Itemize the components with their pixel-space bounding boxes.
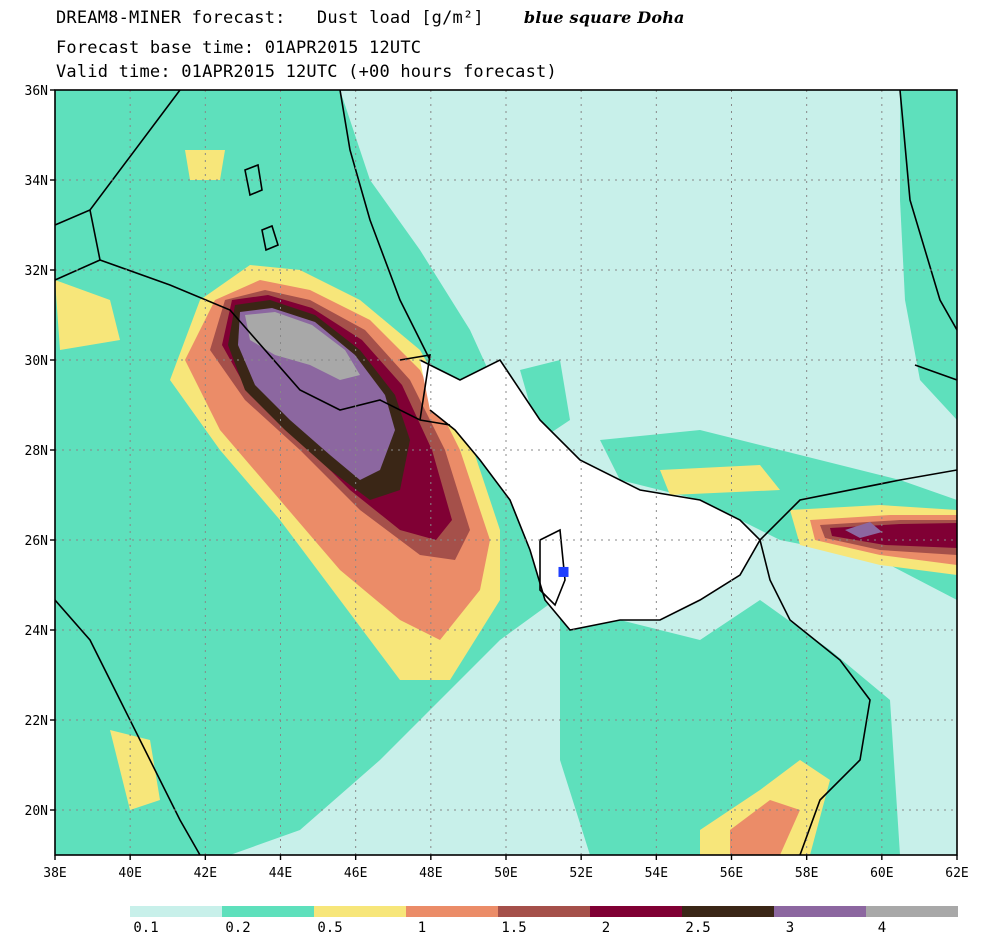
lat-tick-label: 36N bbox=[25, 84, 48, 99]
lon-tick-label: 50E bbox=[494, 866, 517, 881]
colorbar-swatch bbox=[130, 906, 222, 917]
lat-tick-label: 26N bbox=[25, 534, 48, 549]
colorbar-swatch bbox=[682, 906, 774, 917]
lat-tick-label: 20N bbox=[25, 804, 48, 819]
border-kuwait bbox=[399, 354, 431, 421]
model-name: DREAM8-MINER forecast: bbox=[56, 8, 286, 28]
colorbar-level-label: 0.2 bbox=[225, 920, 251, 936]
colorbar-level-label: 1.5 bbox=[501, 920, 527, 936]
border-iran-pakistan bbox=[899, 90, 957, 331]
marker-note: blue square Doha bbox=[523, 8, 685, 27]
colorbar-level-label: 0.1 bbox=[133, 920, 159, 936]
border-iraq-iran bbox=[339, 90, 431, 361]
colorbar-swatch bbox=[498, 906, 590, 917]
dust-level-4-area bbox=[245, 312, 360, 380]
valid-time-line: Valid time: 01APR2015 12UTC (+00 hours f… bbox=[56, 62, 557, 82]
colorbar-swatch bbox=[314, 906, 406, 917]
colorbar bbox=[130, 906, 958, 917]
qatar-peninsula bbox=[539, 528, 566, 607]
iran-coastline bbox=[759, 469, 957, 541]
colorbar-level-label: 1 bbox=[417, 920, 427, 936]
gulf-coastline bbox=[419, 358, 761, 631]
border-jordan bbox=[89, 209, 101, 261]
colorbar-level-label: 2.5 bbox=[685, 920, 711, 936]
doha-marker bbox=[558, 566, 569, 577]
colorbar-level-label: 0.5 bbox=[317, 920, 343, 936]
lon-tick-label: 60E bbox=[870, 866, 893, 881]
lat-tick-label: 34N bbox=[25, 174, 48, 189]
border-iraq-saudi bbox=[55, 259, 451, 426]
persian-gulf bbox=[420, 360, 760, 630]
axis-ticks bbox=[50, 89, 958, 860]
lon-tick-label: 58E bbox=[795, 866, 818, 881]
graticule bbox=[55, 90, 957, 855]
colorbar-level-label: 2 bbox=[601, 920, 611, 936]
arabia-sea-coastline bbox=[759, 539, 871, 855]
lat-tick-label: 30N bbox=[25, 354, 48, 369]
colorbar-level-label: 3 bbox=[785, 920, 795, 936]
base-time-line: Forecast base time: 01APR2015 12UTC bbox=[56, 38, 422, 58]
lat-tick-label: 22N bbox=[25, 714, 48, 729]
lat-tick-label: 32N bbox=[25, 264, 48, 279]
lon-tick-label: 48E bbox=[419, 866, 442, 881]
coastlines-borders bbox=[55, 90, 957, 855]
colorbar-swatch bbox=[406, 906, 498, 917]
lon-tick-label: 56E bbox=[720, 866, 743, 881]
colorbar-swatch bbox=[222, 906, 314, 917]
red-sea-coastline bbox=[55, 599, 201, 855]
colorbar-swatch bbox=[866, 906, 958, 917]
lat-tick-label: 28N bbox=[25, 444, 48, 459]
lon-tick-label: 40E bbox=[118, 866, 141, 881]
lake-2 bbox=[261, 224, 279, 252]
variable-name: Dust load [g/m²] bbox=[316, 8, 484, 28]
lon-axis: 38E 40E 42E 44E 46E 48E 50E 52E 54E 56E 58E 60E 62E bbox=[43, 866, 968, 881]
border-east bbox=[914, 364, 957, 381]
lon-tick-label: 44E bbox=[269, 866, 292, 881]
colorbar-swatch bbox=[774, 906, 866, 917]
map-title-line: DREAM8-MINER forecast: Dust load [g/m²] b… bbox=[56, 8, 685, 28]
lake-1 bbox=[244, 163, 263, 197]
lon-tick-label: 46E bbox=[344, 866, 367, 881]
colorbar-level-label: 4 bbox=[877, 920, 887, 936]
lon-tick-label: 38E bbox=[43, 866, 66, 881]
lon-tick-label: 54E bbox=[645, 866, 668, 881]
lat-axis: 36N 34N 32N 30N 28N 26N 24N 22N 20N bbox=[25, 84, 48, 819]
colorbar-swatch bbox=[590, 906, 682, 917]
lon-tick-label: 62E bbox=[945, 866, 968, 881]
lat-tick-label: 24N bbox=[25, 624, 48, 639]
lon-tick-label: 52E bbox=[569, 866, 592, 881]
water-bodies bbox=[420, 360, 760, 630]
lon-tick-label: 42E bbox=[194, 866, 217, 881]
